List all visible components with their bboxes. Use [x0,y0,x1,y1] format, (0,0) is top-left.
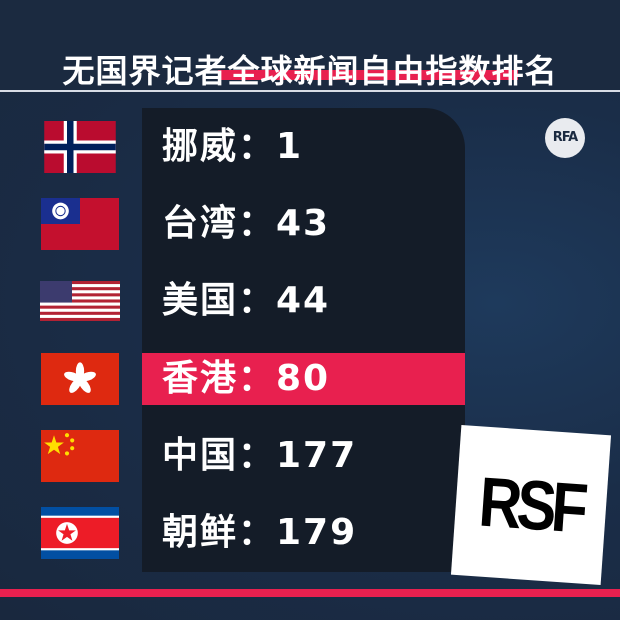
north-korea-flag-icon [40,507,120,559]
ranking-row-china: 中国：177 [0,430,620,482]
rfa-logo: RFA [545,118,585,158]
ranking-row-taiwan: 台湾：43 [0,198,620,250]
divider [0,90,620,92]
usa-flag-icon [40,275,120,327]
ranking-row-norway: 挪威：1 [0,121,620,173]
china-flag-icon [40,430,120,482]
ranking-label: 朝鲜：179 [162,512,358,553]
ranking-label: 美国：44 [162,280,331,321]
rsf-logo: RSF [450,424,612,586]
ranking-label: 香港：80 [162,358,331,399]
rankings-panel [142,108,465,572]
taiwan-flag-icon [40,198,120,250]
page-title: 无国界记者全球新闻自由指数排名 [62,52,558,90]
ranking-row-north-korea: 朝鲜：179 [0,507,620,559]
title-highlight [218,70,518,80]
highlight-bar [142,353,465,405]
bottom-accent-bar [0,589,620,597]
ranking-row-hong-kong: 香港：80 [0,353,620,405]
ranking-label: 中国：177 [162,435,358,476]
ranking-label: 台湾：43 [162,203,331,244]
norway-flag-icon [40,121,120,173]
hong-kong-flag-icon [40,353,120,405]
ranking-row-usa: 美国：44 [0,275,620,327]
ranking-label: 挪威：1 [162,126,304,167]
